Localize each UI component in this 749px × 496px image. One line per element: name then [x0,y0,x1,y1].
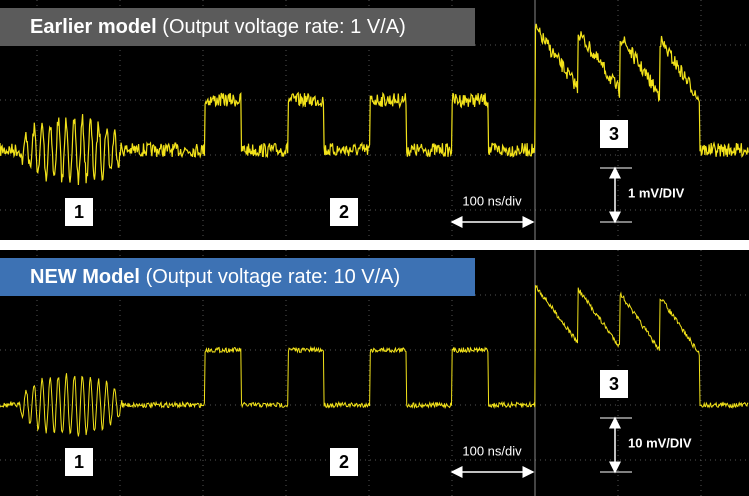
time-scale: 100 ns/div [462,443,522,458]
voltage-scale: 1 mV/DIV [628,185,685,200]
marker-label: 1 [74,452,84,472]
marker-label: 1 [74,202,84,222]
model-name: NEW Model [30,266,140,288]
model-rate: (Output voltage rate: 1 V/A) [162,16,405,38]
marker-label: 3 [609,374,619,394]
page: Earlier model (Output voltage rate: 1 V/… [0,0,749,496]
model-name: Earlier model [30,16,157,38]
scope-panel: NEW Model (Output voltage rate: 10 V/A) 1… [0,250,749,496]
oscilloscope-comparison: Earlier model (Output voltage rate: 1 V/… [0,0,749,496]
marker-label: 3 [609,124,619,144]
voltage-scale: 10 mV/DIV [628,435,692,450]
model-rate: (Output voltage rate: 10 V/A) [146,266,401,288]
panel-title: Earlier model (Output voltage rate: 1 V/… [30,16,406,38]
marker-label: 2 [339,202,349,222]
time-scale: 100 ns/div [462,193,522,208]
marker-label: 2 [339,452,349,472]
panel-title: NEW Model (Output voltage rate: 10 V/A) [30,266,400,288]
scope-panel: Earlier model (Output voltage rate: 1 V/… [0,0,749,240]
